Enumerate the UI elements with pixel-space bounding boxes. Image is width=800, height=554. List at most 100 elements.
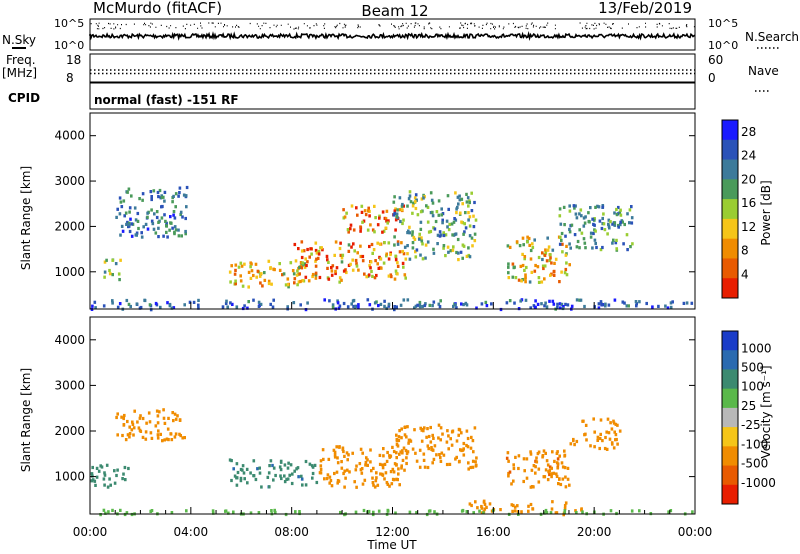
range-gate-cell [331, 303, 335, 307]
range-gate-cell [612, 421, 616, 425]
range-gate-cell [580, 214, 583, 218]
range-gate-cell [544, 301, 547, 305]
range-gate-cell [422, 452, 426, 456]
range-gate-cell [427, 509, 431, 513]
range-gate-cell [349, 223, 353, 227]
range-gate-cell [228, 270, 232, 274]
range-gate-cell [370, 269, 373, 274]
range-gate-cell [446, 194, 450, 198]
range-gate-cell [291, 269, 295, 273]
range-gate-cell [170, 511, 174, 515]
range-gate-cell [299, 261, 303, 265]
range-gate-cell [311, 471, 315, 476]
range-gate-cell [347, 249, 351, 253]
colorbar-tick-label: 25 [741, 399, 756, 413]
range-gate-cell [149, 190, 153, 194]
range-gate-cell [258, 466, 261, 470]
range-gate-cell [145, 421, 148, 425]
range-gate-cell [252, 298, 255, 302]
range-gate-cell [463, 230, 466, 234]
range-gate-cell [552, 273, 556, 277]
range-gate-cell [436, 233, 440, 237]
range-gate-cell [333, 253, 336, 257]
range-gate-cell [197, 306, 200, 310]
range-gate-cell [116, 468, 119, 472]
range-gate-cell [144, 430, 148, 434]
range-gate-cell [325, 254, 329, 258]
range-gate-cell [535, 456, 538, 460]
range-gate-cell [613, 430, 616, 434]
range-gate-cell [485, 304, 489, 308]
range-gate-cell [550, 466, 553, 470]
range-gate-cell [459, 250, 463, 254]
range-gate-cell [386, 450, 389, 455]
range-gate-cell [462, 232, 465, 236]
range-gate-cell [528, 280, 532, 284]
range-gate-cell [395, 212, 399, 216]
range-gate-cell [411, 230, 414, 234]
range-gate-cell [284, 283, 288, 287]
range-gate-cell [545, 305, 549, 309]
range-gate-cell [184, 216, 187, 221]
range-gate-cell [451, 233, 454, 237]
range-gate-cell [525, 476, 529, 480]
range-gate-cell [369, 266, 372, 270]
range-gate-cell [411, 246, 415, 250]
range-gate-cell [382, 261, 386, 265]
range-gate-cell [426, 240, 430, 244]
range-gate-cell [113, 469, 116, 473]
range-gate-cell [431, 304, 434, 308]
range-gate-cell [390, 482, 394, 486]
range-gate-cell [431, 433, 434, 437]
range-gate-cell [400, 436, 403, 440]
range-gate-cell [561, 477, 565, 481]
range-gate-cell [614, 422, 618, 426]
range-gate-cell [621, 220, 624, 224]
freq-panel [89, 53, 696, 83]
range-gate-cell [287, 461, 290, 465]
range-gate-cell [418, 448, 422, 452]
range-gate-cell [372, 466, 375, 470]
range-gate-cell [127, 225, 130, 229]
range-gate-cell [460, 197, 464, 201]
range-gate-cell [364, 463, 367, 467]
range-gate-cell [359, 244, 362, 248]
range-gate-cell [272, 466, 276, 470]
range-gate-cell [335, 266, 339, 270]
range-gate-cell [543, 253, 547, 257]
range-gate-cell [378, 453, 382, 457]
range-gate-cell [589, 231, 593, 235]
range-gate-cell [505, 456, 509, 460]
range-gate-cell [425, 204, 428, 208]
range-gate-cell [336, 299, 339, 303]
range-gate-cell [331, 264, 335, 268]
range-gate-cell [308, 255, 311, 259]
range-gate-cell [511, 275, 515, 279]
range-gate-cell [464, 211, 467, 215]
range-gate-cell [437, 436, 440, 440]
range-gate-cell [357, 305, 360, 309]
range-gate-cell [430, 447, 433, 451]
range-gate-cell [471, 459, 475, 463]
range-gate-cell [415, 248, 419, 252]
colorbar-segment [722, 258, 738, 279]
range-gate-cell [224, 301, 228, 306]
range-gate-cell [395, 442, 399, 447]
range-gate-cell [599, 418, 603, 422]
range-gate-cell [141, 192, 145, 196]
range-gate-cell [296, 466, 300, 470]
range-gate-cell [421, 242, 424, 246]
range-gate-cell [124, 438, 128, 442]
range-gate-cell [315, 480, 319, 485]
range-gate-cell [138, 416, 142, 420]
range-gate-cell [157, 226, 160, 230]
range-gate-cell [155, 409, 159, 413]
range-gate-cell [513, 301, 516, 305]
range-gate-cell [157, 220, 160, 224]
range-gate-cell [608, 226, 611, 230]
range-gate-cell [395, 456, 398, 460]
range-gate-cell [103, 275, 106, 279]
range-gate-cell [460, 431, 463, 435]
range-gate-cell [371, 251, 374, 255]
range-gate-cell [558, 242, 562, 246]
